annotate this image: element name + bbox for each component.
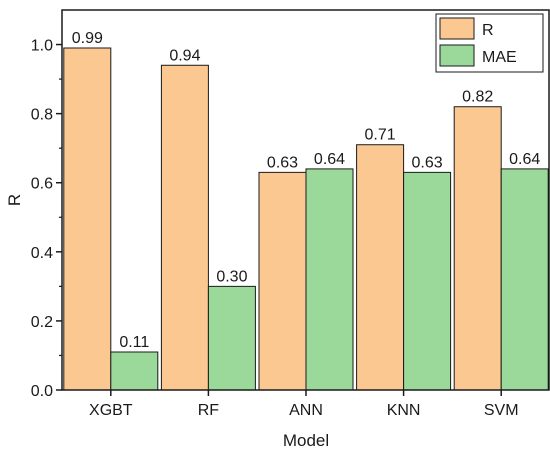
legend-swatch-r: [439, 17, 475, 40]
axes-layer: 0.0 0.2 0.4 0.6 0.8 1.0 XGBT RF ANN KNN SVM: [31, 9, 550, 419]
data-label-mae-knn: 0.63: [412, 154, 443, 171]
data-label-mae-ann: 0.64: [314, 151, 345, 168]
x-tick-label-ann: ANN: [289, 402, 323, 419]
bar-mae-rf: [207, 285, 256, 391]
x-tick-label-knn: KNN: [387, 402, 421, 419]
data-label-r-rf: 0.94: [169, 47, 200, 64]
legend: R MAE: [435, 13, 544, 73]
y-tick-label: 0.0: [31, 383, 53, 400]
legend-label-mae: MAE: [482, 49, 517, 66]
bar-r-knn: [356, 144, 405, 391]
data-label-r-svm: 0.82: [462, 89, 493, 106]
bar-r-ann: [258, 171, 307, 391]
data-label-r-xgbt: 0.99: [72, 30, 103, 47]
bar-r-xgbt: [63, 47, 112, 391]
y-tick-label: 1.0: [31, 38, 53, 55]
y-axis-title: R: [5, 194, 24, 206]
data-label-mae-xgbt: 0.11: [119, 334, 149, 351]
x-tick-label-xgbt: XGBT: [89, 402, 133, 419]
legend-swatch-mae: [439, 44, 475, 67]
bar-r-rf: [160, 64, 209, 391]
bar-mae-ann: [305, 168, 354, 391]
data-label-mae-svm: 0.64: [509, 151, 540, 168]
bar-mae-xgbt: [110, 351, 159, 391]
data-label-r-ann: 0.63: [267, 154, 298, 171]
bar-mae-knn: [403, 171, 452, 391]
bar-mae-svm: [500, 168, 549, 391]
data-labels-layer: 0.99 0.11 0.94 0.30 0.63 0.64 0.71 0.63 0.82 0.64: [72, 30, 541, 351]
x-tick-label-rf: RF: [198, 402, 220, 419]
legend-label-r: R: [482, 22, 494, 39]
y-tick-label: 0.2: [31, 314, 53, 331]
data-label-r-knn: 0.71: [365, 127, 396, 144]
bar-r-svm: [453, 106, 502, 391]
bars-layer: [63, 47, 549, 391]
y-tick-label: 0.4: [31, 245, 53, 262]
data-label-mae-rf: 0.30: [216, 268, 247, 285]
x-tick-label-svm: SVM: [484, 402, 519, 419]
x-axis-title: Model: [283, 431, 329, 450]
y-tick-label: 0.8: [31, 107, 53, 124]
y-tick-label: 0.6: [31, 176, 53, 193]
